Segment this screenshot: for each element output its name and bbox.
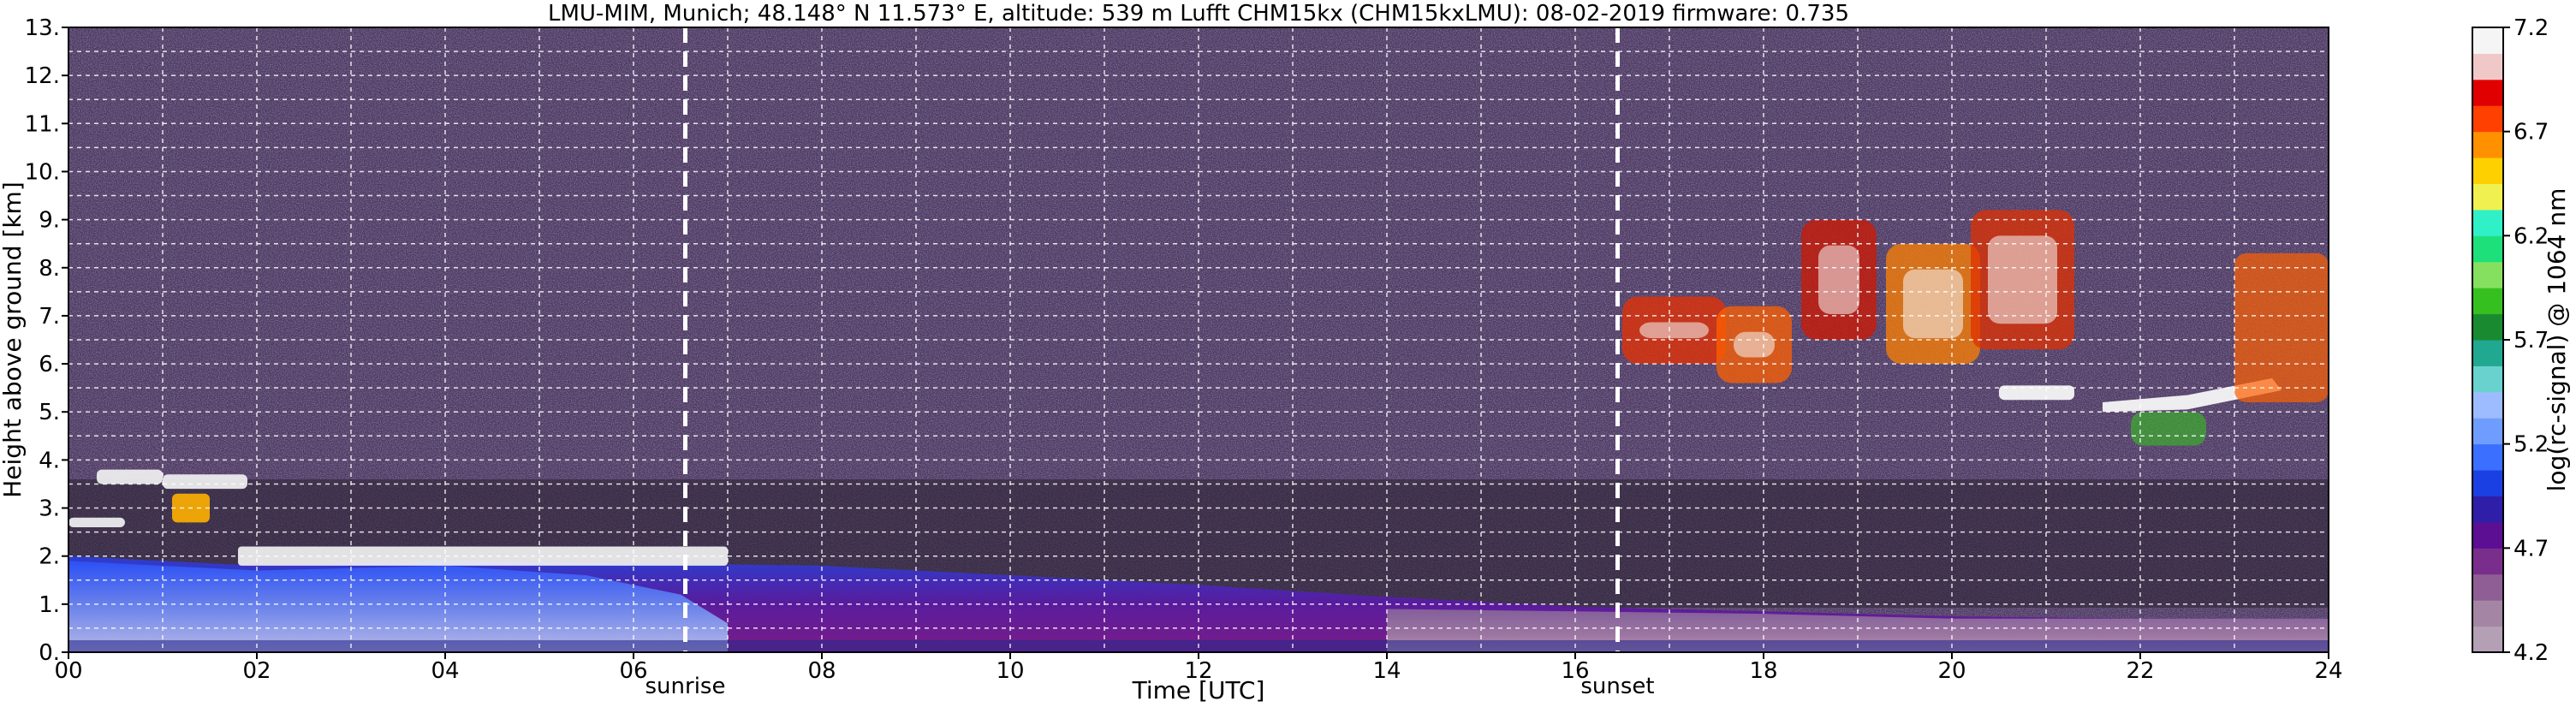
feature-low-cloud-patch xyxy=(97,469,163,484)
marker-label-sunset: sunset xyxy=(1580,674,1654,699)
colorbar-swatch xyxy=(2472,418,2503,445)
x-tick-label: 02 xyxy=(242,658,271,684)
y-tick-label: 6. xyxy=(39,352,60,377)
colorbar-tick-label: 7.2 xyxy=(2514,15,2549,41)
feature-boundary-layer-dense xyxy=(68,561,728,652)
colorbar-swatch xyxy=(2472,27,2503,54)
colorbar-swatch xyxy=(2472,235,2503,263)
x-tick-label: 06 xyxy=(619,658,647,684)
y-tick-label: 2. xyxy=(39,544,60,570)
y-axis-ticks: 0. 1. 2. 3. 4. 5. 6. 7. 8. 9. 10. 11. 12. 13. xyxy=(25,15,68,666)
x-tick-label: 00 xyxy=(54,658,82,684)
colorbar-swatch xyxy=(2472,548,2503,575)
colorbar-tick-label: 5.2 xyxy=(2514,432,2549,458)
feature-low-cloud-patch xyxy=(68,517,125,527)
y-tick-label: 1. xyxy=(39,592,60,618)
colorbar-label: log(rc-signal) @ 1064 nm xyxy=(2543,188,2571,492)
colorbar-tick-label: 4.2 xyxy=(2514,640,2549,666)
colorbar-swatch xyxy=(2472,105,2503,133)
colorbar: 4.2 4.7 5.2 5.7 6.2 6.7 7.2 log(rc-signal) @ 1… xyxy=(2472,15,2571,666)
x-tick-label: 20 xyxy=(1937,658,1966,684)
plot-area xyxy=(68,27,2329,652)
colorbar-swatch xyxy=(2472,183,2503,211)
colorbar-swatch xyxy=(2472,157,2503,184)
colorbar-swatch xyxy=(2472,313,2503,341)
y-tick-label: 8. xyxy=(39,256,60,282)
colorbar-swatch xyxy=(2472,288,2503,315)
y-tick-label: 11. xyxy=(25,111,60,137)
y-tick-label: 9. xyxy=(39,208,60,234)
y-tick-label: 7. xyxy=(39,304,60,330)
x-tick-label: 10 xyxy=(996,658,1024,684)
colorbar-swatch xyxy=(2472,340,2503,366)
x-tick-label: 14 xyxy=(1372,658,1401,684)
chart-title: LMU-MIM, Munich; 48.148° N 11.573° E, al… xyxy=(548,1,1849,27)
feature-cirrus-core xyxy=(1818,245,1859,314)
x-axis-ticks: 00 02 04 06 08 10 12 14 16 18 20 22 24 xyxy=(54,652,2343,684)
x-tick-label: 22 xyxy=(2126,658,2154,684)
feature-cirrus-right xyxy=(2234,253,2329,402)
x-tick-label: 12 xyxy=(1184,658,1212,684)
colorbar-swatch xyxy=(2472,626,2503,653)
x-tick-label: 18 xyxy=(1749,658,1777,684)
sun-markers xyxy=(683,27,1620,652)
feature-low-cloud-patch xyxy=(163,474,247,490)
colorbar-swatch xyxy=(2472,131,2503,158)
marker-label-sunrise: sunrise xyxy=(645,674,726,699)
feature-cirrus-core xyxy=(1903,269,1963,339)
colorbar-tick-label: 4.7 xyxy=(2514,536,2549,561)
colorbar-swatch xyxy=(2472,209,2503,236)
x-tick-label: 04 xyxy=(431,658,459,684)
colorbar-swatch xyxy=(2472,391,2503,419)
y-tick-label: 5. xyxy=(39,400,60,425)
x-tick-label: 24 xyxy=(2314,658,2342,684)
y-tick-label: 10. xyxy=(25,159,60,185)
y-tick-label: 12. xyxy=(25,63,60,89)
colorbar-swatch xyxy=(2472,496,2503,523)
feature-midlevel-cloud xyxy=(1999,385,2074,401)
colorbar-swatch xyxy=(2472,600,2503,627)
colorbar-swatch xyxy=(2472,365,2503,393)
y-axis-title: Height above ground [km] xyxy=(0,181,27,498)
colorbar-ticks: 4.2 4.7 5.2 5.7 6.2 6.7 7.2 xyxy=(2503,15,2549,666)
colorbar-swatches xyxy=(2472,27,2503,653)
colorbar-swatch xyxy=(2472,261,2503,288)
colorbar-swatch xyxy=(2472,79,2503,106)
grid-lines xyxy=(68,27,2329,652)
colorbar-tick-label: 5.7 xyxy=(2514,328,2549,354)
colorbar-tick-label: 6.7 xyxy=(2514,120,2549,146)
colorbar-swatch xyxy=(2472,53,2503,80)
sun-marker-labels: sunrise sunset xyxy=(645,674,1655,699)
y-tick-label: 13. xyxy=(25,15,60,41)
feature-cirrus-core xyxy=(1639,322,1709,339)
y-tick-label: 4. xyxy=(39,448,60,473)
feature-midlevel-virga xyxy=(2131,412,2206,446)
y-tick-label: 3. xyxy=(39,496,60,522)
colorbar-swatch xyxy=(2472,573,2503,601)
y-tick-label: 0. xyxy=(39,640,60,666)
x-axis-title: Time [UTC] xyxy=(1132,676,1265,704)
feature-cirrus-core xyxy=(1734,331,1775,358)
feature-cirrus-core xyxy=(1988,235,2057,324)
x-tick-label: 08 xyxy=(807,658,836,684)
colorbar-tick-label: 6.2 xyxy=(2514,223,2549,249)
x-tick-label: 16 xyxy=(1561,658,1589,684)
colorbar-swatch xyxy=(2472,443,2503,471)
colorbar-swatch xyxy=(2472,521,2503,549)
colorbar-swatch xyxy=(2472,470,2503,496)
